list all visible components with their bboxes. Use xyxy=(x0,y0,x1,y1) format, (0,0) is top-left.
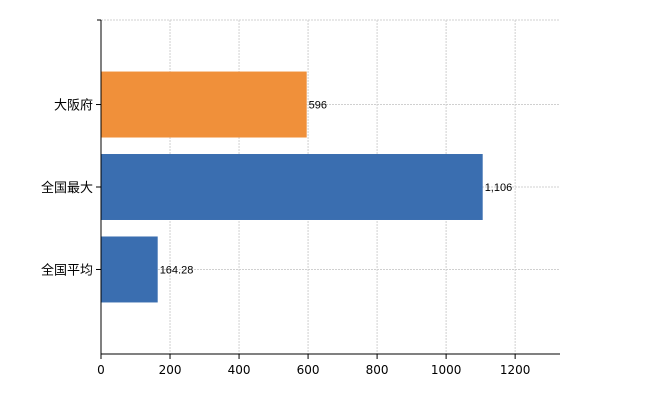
x-tick-label: 1200 xyxy=(500,363,531,377)
x-tick-label: 1000 xyxy=(431,363,462,377)
data-label: 164.28 xyxy=(160,264,194,276)
data-label: 1,106 xyxy=(485,182,513,194)
category-label: 全国平均 xyxy=(41,262,93,278)
axis-layer xyxy=(96,19,560,359)
x-tick-label: 800 xyxy=(366,363,389,377)
category-label: 大阪府 xyxy=(54,99,93,114)
x-tick-label: 400 xyxy=(228,363,251,377)
bar xyxy=(101,154,483,220)
bar xyxy=(101,236,158,303)
category-label: 全国最大 xyxy=(41,180,93,196)
x-tick-label: 600 xyxy=(297,363,320,377)
bar-layer xyxy=(101,71,483,303)
bar xyxy=(101,71,307,138)
x-tick-label: 0 xyxy=(97,363,105,377)
x-tick-label: 200 xyxy=(159,363,182,377)
data-label: 596 xyxy=(309,100,327,112)
